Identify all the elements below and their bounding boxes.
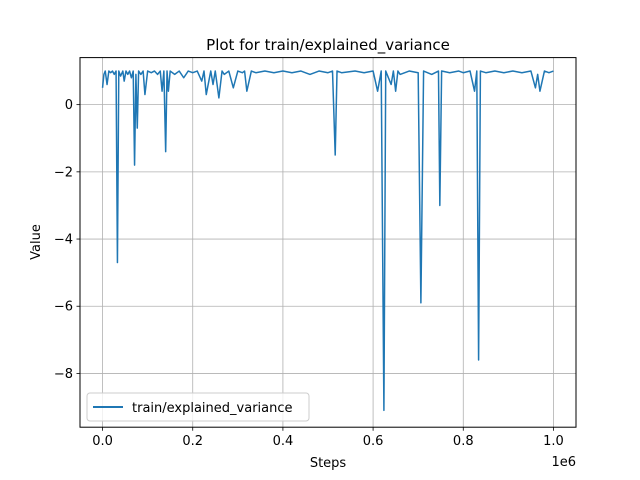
legend-label: train/explained_variance	[132, 401, 293, 416]
legend-box	[86, 392, 310, 422]
grid-lines	[80, 57, 576, 428]
x-tick-label: 1.0	[543, 434, 564, 449]
y-tick-label: 0	[65, 98, 73, 113]
y-tick-label: −6	[54, 300, 73, 315]
axes-frame	[79, 57, 577, 428]
x-axis-label: Steps	[310, 456, 347, 471]
x-tick-label: 0.0	[92, 434, 113, 449]
plot-area	[101, 70, 554, 412]
x-tick-label: 0.8	[453, 434, 474, 449]
chart-title: Plot for train/explained_variance	[206, 36, 450, 55]
series-line	[101, 70, 554, 412]
legend: train/explained_variance	[86, 392, 310, 422]
axis-ticks: 0.0 0.2 0.4 0.6 0.8 1.0 0 −2 −4 −6 −8	[54, 98, 564, 449]
y-tick-label: −8	[54, 367, 73, 382]
x-tick-label: 0.6	[363, 434, 384, 449]
y-axis-label: Value	[29, 224, 44, 260]
x-tick-label: 0.4	[273, 434, 294, 449]
y-tick-label: −4	[54, 233, 73, 248]
x-axis-offset-label: 1e6	[551, 455, 576, 470]
x-tick-label: 0.2	[182, 434, 203, 449]
y-tick-label: −2	[54, 165, 73, 180]
